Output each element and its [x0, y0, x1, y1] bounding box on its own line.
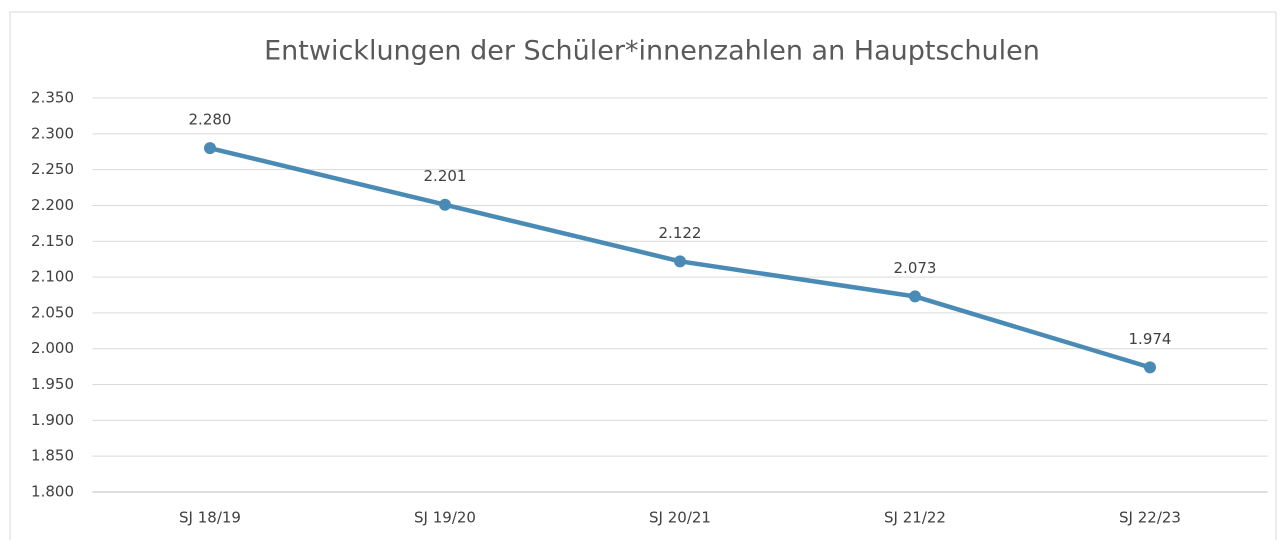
- data-label: 2.280: [189, 111, 232, 129]
- data-point: [674, 255, 686, 268]
- data-point: [204, 142, 216, 155]
- x-tick-label: SJ 21/22: [884, 509, 946, 527]
- data-point: [909, 290, 921, 303]
- y-tick-label: 1.800: [31, 483, 74, 501]
- data-label: 1.974: [1129, 330, 1172, 348]
- data-label: 2.201: [424, 167, 467, 185]
- y-tick-label: 1.950: [31, 375, 74, 393]
- y-tick-label: 2.000: [31, 339, 74, 357]
- data-point: [1144, 361, 1156, 374]
- x-tick-label: SJ 22/23: [1119, 509, 1181, 527]
- y-tick-label: 1.850: [31, 447, 74, 465]
- y-tick-label: 2.100: [31, 268, 74, 286]
- data-label: 2.073: [894, 259, 937, 277]
- y-tick-label: 2.200: [31, 196, 74, 214]
- data-point: [439, 198, 451, 211]
- y-tick-label: 2.250: [31, 160, 74, 178]
- y-tick-label: 1.900: [31, 411, 74, 429]
- y-tick-label: 2.300: [31, 124, 74, 142]
- x-tick-label: SJ 18/19: [179, 509, 241, 527]
- chart-title: Entwicklungen der Schüler*innenzahlen an…: [264, 36, 1040, 67]
- data-label: 2.122: [659, 224, 702, 242]
- y-tick-label: 2.350: [31, 89, 74, 107]
- chart-frame: [9, 11, 1277, 540]
- x-tick-label: SJ 19/20: [414, 509, 476, 527]
- y-tick-label: 2.150: [31, 232, 74, 250]
- y-tick-label: 2.050: [31, 303, 74, 321]
- x-tick-label: SJ 20/21: [649, 509, 711, 527]
